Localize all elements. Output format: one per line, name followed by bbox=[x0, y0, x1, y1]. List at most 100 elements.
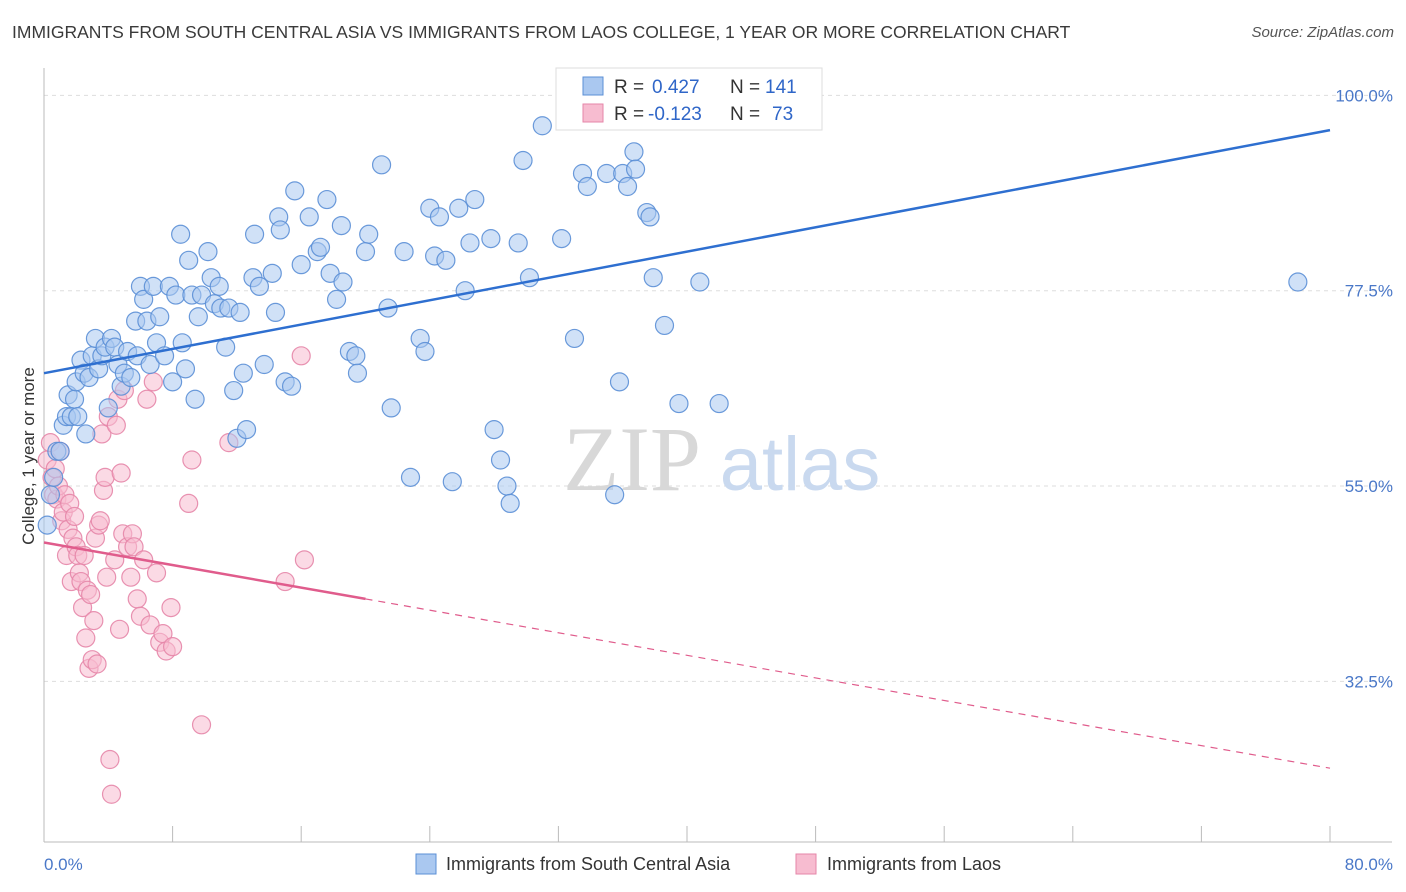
stats-r-label-blue: R = bbox=[614, 77, 644, 98]
series-south-central-asia-points bbox=[37, 116, 1308, 535]
laos-point-38 bbox=[100, 749, 120, 770]
sca-point-118 bbox=[609, 372, 630, 392]
laos-point-23 bbox=[76, 628, 96, 648]
sca-point-117 bbox=[605, 485, 625, 505]
sca-point-115 bbox=[577, 176, 597, 197]
laos-point-32 bbox=[90, 511, 110, 531]
laos-point-36 bbox=[97, 567, 117, 587]
sca-point-71 bbox=[281, 376, 302, 396]
trend-line-south-central-asia bbox=[43, 128, 1331, 375]
sca-point-106 bbox=[497, 476, 517, 496]
stats-n-value-blue: 141 bbox=[765, 77, 797, 98]
laos-point-62 bbox=[163, 637, 183, 657]
sca-point-125 bbox=[643, 268, 663, 288]
sca-point-73 bbox=[291, 255, 311, 275]
sca-point-35 bbox=[143, 276, 163, 296]
laos-point-28 bbox=[84, 611, 104, 631]
sca-point-0 bbox=[37, 515, 57, 535]
sca-point-9 bbox=[64, 389, 85, 409]
sca-point-64 bbox=[249, 276, 270, 296]
laos-point-48 bbox=[121, 567, 141, 587]
laos-point-30 bbox=[87, 654, 107, 674]
sca-point-69 bbox=[270, 220, 290, 240]
laos-point-35 bbox=[95, 467, 115, 487]
grid-lines bbox=[44, 94, 1392, 682]
sca-point-91 bbox=[400, 467, 421, 487]
sca-point-104 bbox=[484, 420, 504, 440]
sca-point-90 bbox=[394, 242, 414, 262]
laos-point-56 bbox=[143, 372, 163, 392]
sca-point-42 bbox=[171, 224, 191, 244]
y-axis-title: College, 1 year or more bbox=[19, 367, 38, 545]
sca-point-110 bbox=[519, 268, 540, 288]
sca-point-83 bbox=[346, 346, 366, 366]
sca-point-80 bbox=[331, 215, 351, 236]
sca-point-76 bbox=[310, 237, 331, 257]
stats-swatch-blue bbox=[582, 76, 604, 96]
sca-point-11 bbox=[68, 406, 88, 427]
laos-point-61 bbox=[161, 597, 181, 618]
sca-point-34 bbox=[140, 354, 160, 375]
y-tick-label-2: 77.5% bbox=[1345, 282, 1393, 301]
sca-point-128 bbox=[690, 272, 710, 292]
chart-title: IMMIGRANTS FROM SOUTH CENTRAL ASIA VS IM… bbox=[12, 22, 1071, 42]
legend-label-pink: Immigrants from Laos bbox=[827, 854, 1001, 874]
sca-point-87 bbox=[371, 155, 392, 175]
sca-point-124 bbox=[640, 207, 660, 227]
sca-point-81 bbox=[333, 272, 353, 292]
sca-point-1 bbox=[40, 485, 61, 505]
sca-point-66 bbox=[262, 263, 282, 283]
sca-point-60 bbox=[233, 363, 253, 383]
sca-point-102 bbox=[465, 189, 485, 210]
sca-point-129 bbox=[709, 393, 729, 414]
laos-point-65 bbox=[191, 715, 212, 735]
sca-point-112 bbox=[552, 229, 572, 249]
sca-point-37 bbox=[150, 307, 170, 327]
sca-point-47 bbox=[185, 389, 205, 409]
legend-swatch-blue bbox=[415, 853, 437, 875]
stats-box: R = 0.427 N = 141 R = -0.123 N = 73 bbox=[555, 67, 823, 131]
sca-point-67 bbox=[265, 302, 286, 323]
sca-point-93 bbox=[415, 341, 435, 362]
sca-point-63 bbox=[244, 224, 265, 244]
sca-point-74 bbox=[299, 207, 319, 227]
sca-point-98 bbox=[442, 472, 462, 492]
sca-point-89 bbox=[381, 398, 401, 418]
sca-point-53 bbox=[209, 276, 229, 296]
x-tick-label-min: 0.0% bbox=[44, 855, 83, 874]
watermark: ZIP atlas bbox=[563, 408, 880, 510]
sca-point-2 bbox=[44, 467, 64, 487]
laos-point-54 bbox=[137, 389, 157, 409]
laos-point-44 bbox=[111, 463, 131, 483]
sca-point-4 bbox=[50, 441, 70, 461]
sca-point-59 bbox=[230, 302, 250, 323]
laos-point-39 bbox=[101, 784, 122, 804]
sca-point-79 bbox=[326, 289, 347, 309]
sca-point-21 bbox=[98, 398, 118, 418]
sca-point-122 bbox=[625, 159, 646, 179]
laos-point-26 bbox=[81, 584, 101, 605]
laos-point-64 bbox=[182, 450, 202, 470]
legend-swatch-pink bbox=[795, 853, 817, 875]
stats-r-value-blue: 0.427 bbox=[652, 77, 700, 98]
sca-point-57 bbox=[224, 380, 244, 401]
sca-point-120 bbox=[617, 176, 638, 197]
trend-line-laos-solid bbox=[43, 541, 366, 601]
legend-label-blue: Immigrants from South Central Asia bbox=[446, 854, 731, 874]
sca-point-86 bbox=[359, 224, 379, 244]
sca-point-105 bbox=[490, 450, 511, 470]
y-tick-label-3: 100.0% bbox=[1335, 86, 1393, 105]
sca-point-99 bbox=[449, 198, 469, 218]
sca-point-101 bbox=[460, 233, 480, 253]
y-tick-label-0: 32.5% bbox=[1345, 672, 1393, 691]
sca-point-48 bbox=[188, 307, 208, 327]
laos-point-63 bbox=[179, 493, 199, 514]
sca-point-44 bbox=[175, 359, 196, 379]
legend: Immigrants from South Central Asia Immig… bbox=[415, 853, 1001, 875]
laos-point-51 bbox=[127, 589, 147, 609]
sca-point-72 bbox=[285, 181, 305, 201]
sca-point-28 bbox=[121, 367, 141, 388]
laos-point-16 bbox=[64, 506, 85, 527]
sca-point-14 bbox=[76, 424, 96, 444]
laos-point-43 bbox=[109, 619, 130, 639]
